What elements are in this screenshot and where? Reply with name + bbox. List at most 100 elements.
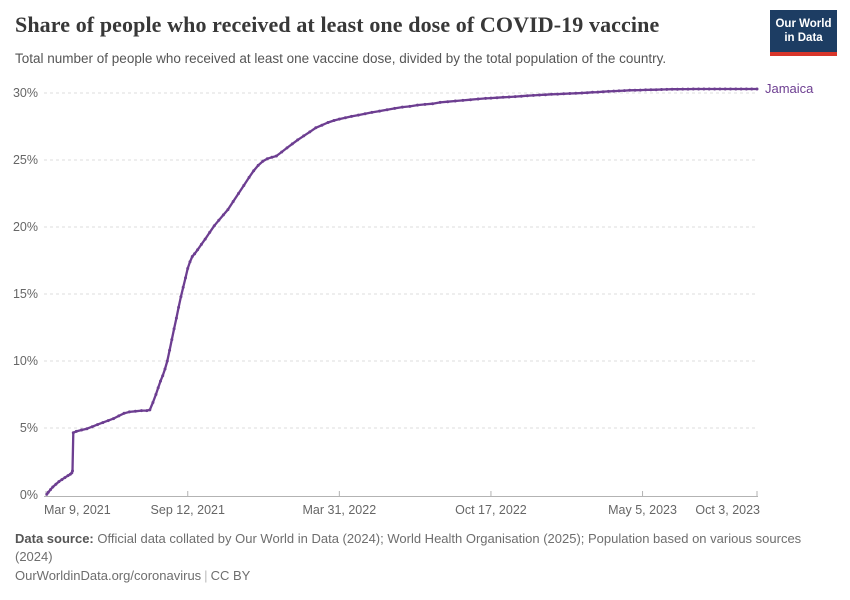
data-point[interactable]	[617, 89, 621, 93]
data-point[interactable]	[265, 157, 269, 161]
data-point[interactable]	[63, 476, 67, 480]
data-point[interactable]	[461, 98, 465, 102]
data-point[interactable]	[531, 93, 535, 97]
data-point[interactable]	[148, 408, 152, 412]
data-point[interactable]	[302, 134, 306, 138]
data-point[interactable]	[337, 117, 341, 121]
data-point[interactable]	[654, 88, 658, 92]
data-point[interactable]	[469, 98, 472, 102]
data-point[interactable]	[51, 485, 55, 489]
data-point[interactable]	[326, 121, 330, 124]
data-point[interactable]	[370, 110, 374, 114]
data-point[interactable]	[80, 428, 84, 432]
data-point[interactable]	[159, 379, 162, 383]
data-point[interactable]	[163, 367, 167, 371]
data-point[interactable]	[438, 100, 442, 104]
data-point[interactable]	[400, 105, 404, 109]
data-point[interactable]	[644, 88, 648, 92]
data-point[interactable]	[507, 95, 511, 99]
data-point[interactable]	[261, 159, 265, 163]
data-point[interactable]	[208, 230, 212, 234]
data-point[interactable]	[591, 90, 594, 94]
data-point[interactable]	[217, 218, 221, 222]
data-point[interactable]	[408, 104, 412, 108]
data-point[interactable]	[675, 87, 679, 91]
data-point[interactable]	[332, 119, 336, 122]
data-point[interactable]	[177, 305, 181, 309]
owid-logo[interactable]: Our World in Data	[770, 10, 837, 56]
data-point[interactable]	[495, 96, 499, 100]
data-point[interactable]	[363, 112, 367, 116]
data-point[interactable]	[660, 88, 663, 91]
data-point[interactable]	[101, 421, 105, 425]
data-point[interactable]	[601, 90, 605, 94]
data-point[interactable]	[252, 169, 256, 173]
data-point[interactable]	[181, 285, 185, 289]
data-point[interactable]	[242, 184, 246, 187]
data-point[interactable]	[686, 87, 690, 91]
data-point[interactable]	[122, 411, 126, 415]
data-point[interactable]	[112, 417, 115, 421]
data-point[interactable]	[702, 87, 706, 91]
data-point[interactable]	[165, 359, 169, 363]
data-point[interactable]	[423, 102, 427, 106]
data-point[interactable]	[638, 88, 642, 92]
data-point[interactable]	[256, 163, 260, 167]
data-point[interactable]	[718, 87, 722, 91]
data-point[interactable]	[750, 87, 754, 91]
data-point[interactable]	[314, 126, 318, 130]
data-point[interactable]	[320, 123, 324, 127]
data-point[interactable]	[57, 480, 61, 484]
data-point[interactable]	[744, 87, 748, 91]
data-point[interactable]	[106, 419, 110, 423]
data-point[interactable]	[755, 87, 759, 91]
data-point[interactable]	[170, 338, 174, 342]
data-point[interactable]	[231, 200, 235, 203]
data-point[interactable]	[606, 89, 610, 93]
data-point[interactable]	[453, 99, 457, 103]
data-point[interactable]	[649, 88, 653, 92]
data-point[interactable]	[707, 87, 711, 91]
data-point[interactable]	[633, 88, 637, 92]
data-point[interactable]	[145, 409, 149, 413]
data-point[interactable]	[385, 108, 389, 112]
data-point[interactable]	[697, 87, 701, 91]
data-point[interactable]	[66, 474, 70, 478]
data-point[interactable]	[186, 267, 190, 270]
data-point[interactable]	[519, 94, 523, 98]
data-point[interactable]	[296, 138, 300, 142]
data-point[interactable]	[568, 92, 572, 95]
data-point[interactable]	[622, 89, 626, 93]
data-point[interactable]	[212, 224, 216, 228]
data-point[interactable]	[290, 142, 294, 146]
data-point[interactable]	[691, 87, 695, 91]
data-point[interactable]	[513, 95, 517, 99]
data-point[interactable]	[476, 97, 480, 101]
data-point[interactable]	[585, 91, 589, 95]
data-point[interactable]	[221, 213, 225, 217]
data-point[interactable]	[431, 102, 435, 106]
data-point[interactable]	[54, 482, 58, 486]
data-point[interactable]	[544, 93, 547, 97]
data-point[interactable]	[196, 248, 200, 252]
data-point[interactable]	[151, 401, 155, 404]
data-point[interactable]	[193, 252, 197, 256]
data-point[interactable]	[723, 87, 727, 91]
data-point[interactable]	[274, 154, 278, 158]
data-point[interactable]	[356, 113, 360, 117]
data-point[interactable]	[574, 91, 578, 95]
data-point[interactable]	[226, 208, 230, 212]
data-point[interactable]	[562, 92, 566, 96]
data-point[interactable]	[280, 150, 284, 154]
data-point[interactable]	[378, 109, 381, 113]
data-point[interactable]	[681, 87, 685, 91]
data-point[interactable]	[190, 255, 194, 258]
data-point[interactable]	[308, 130, 312, 134]
data-point[interactable]	[393, 106, 397, 110]
data-point[interactable]	[713, 87, 717, 91]
data-point[interactable]	[85, 427, 89, 431]
data-point[interactable]	[665, 87, 669, 91]
data-point[interactable]	[188, 260, 192, 264]
data-point[interactable]	[739, 87, 743, 91]
data-point[interactable]	[127, 410, 131, 414]
